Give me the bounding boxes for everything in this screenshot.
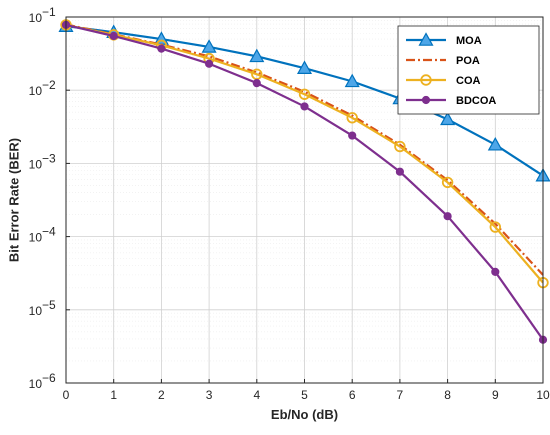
data-point-coa [441, 176, 454, 189]
data-point-coa [489, 221, 502, 233]
x-tick-label: 0 [63, 388, 70, 402]
x-tick-label: 4 [253, 388, 260, 402]
data-point-coa [298, 88, 311, 100]
legend-marker-coa [420, 74, 432, 86]
legend-marker-bdcoa [421, 95, 431, 105]
y-tick-exponent: −5 [42, 298, 56, 312]
y-tick-exponent: −3 [42, 151, 56, 165]
data-point-bdcoa [491, 267, 500, 276]
y-tick-label: 10 [29, 231, 43, 245]
grid [65, 16, 544, 384]
data-point-bdcoa [157, 44, 166, 53]
x-tick-label: 9 [492, 388, 499, 402]
y-tick-labels: 10−110−210−310−410−510−6 [29, 5, 56, 391]
data-point-moa [201, 39, 217, 53]
axis-ticks [65, 16, 544, 384]
data-point-coa [394, 140, 406, 153]
y-tick-exponent: −2 [42, 78, 56, 92]
y-tick-label: 10 [29, 377, 43, 391]
y-tick-exponent: −6 [42, 371, 56, 385]
x-tick-label: 3 [206, 388, 213, 402]
x-tick-label: 10 [536, 388, 550, 402]
y-tick-label: 10 [29, 157, 43, 171]
legend-label-poa: POA [456, 55, 480, 67]
x-tick-label: 6 [349, 388, 356, 402]
data-point-moa [249, 48, 265, 63]
data-point-bdcoa [252, 79, 261, 88]
data-point-moa [344, 73, 360, 88]
legend-label-coa: COA [456, 75, 481, 87]
y-axis-label: Bit Error Rate (BER) [7, 138, 22, 262]
x-tick-labels: 0 1 2 3 4 5 6 7 8 9 10 [63, 388, 550, 402]
x-tick-label: 5 [301, 388, 308, 402]
y-tick-exponent: −1 [42, 5, 56, 19]
y-tick-exponent: −4 [42, 225, 56, 239]
y-tick-label: 10 [29, 304, 43, 318]
data-point-coa [346, 112, 358, 124]
data-point-moa [440, 111, 456, 126]
data-point-bdcoa [109, 31, 118, 41]
data-point-moa [296, 60, 313, 74]
x-axis-label: Eb/No (dB) [271, 407, 338, 422]
y-tick-label: 10 [29, 84, 43, 98]
y-tick-label: 10 [29, 11, 43, 25]
legend: MOA POA COA BDCOA [397, 25, 540, 115]
x-tick-label: 7 [397, 388, 404, 402]
series-layer [58, 18, 550, 344]
data-point-bdcoa [395, 167, 404, 176]
x-tick-label: 1 [110, 388, 117, 402]
legend-label-moa: MOA [456, 35, 482, 47]
legend-marker-moa [418, 32, 434, 46]
legend-label-bdcoa: BDCOA [456, 95, 496, 107]
series-bdcoa [61, 20, 548, 344]
x-tick-label: 8 [444, 388, 451, 402]
data-point-bdcoa [348, 131, 357, 140]
x-tick-label: 2 [158, 388, 165, 402]
data-point-moa [487, 136, 503, 151]
data-point-bdcoa [443, 212, 452, 221]
data-point-bdcoa [300, 102, 309, 111]
data-point-bdcoa [205, 59, 214, 68]
series-line-coa [65, 23, 544, 284]
